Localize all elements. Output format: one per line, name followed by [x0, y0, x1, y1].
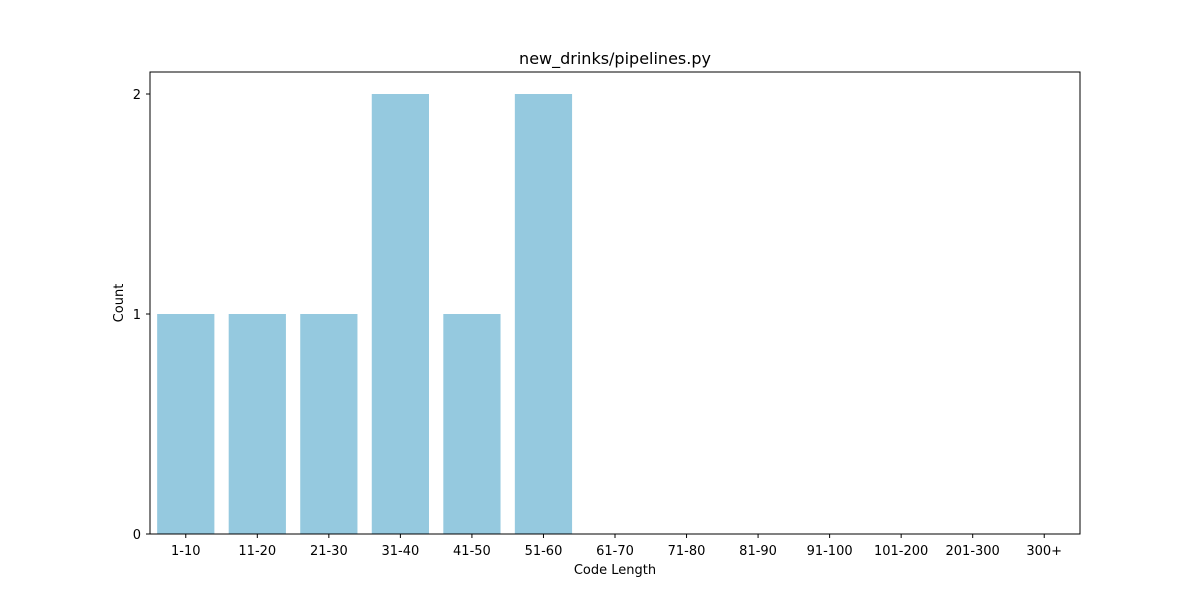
x-tick-label: 11-20	[238, 544, 276, 559]
bar-11-20	[228, 314, 286, 534]
x-tick-label: 21-30	[310, 544, 348, 559]
x-tick-label: 101-200	[874, 544, 928, 559]
x-tick-label: 41-50	[453, 544, 491, 559]
x-tick-label: 31-40	[381, 544, 419, 559]
bar-31-40	[371, 94, 429, 534]
bars-group	[157, 94, 573, 534]
x-tick-label: 71-80	[668, 544, 706, 559]
y-axis-label: Count	[112, 284, 127, 323]
bar-21-30	[300, 314, 358, 534]
y-axis-ticks: 0 1 2	[133, 88, 150, 543]
x-axis-label: Code Length	[574, 563, 656, 578]
x-tick-label: 300+	[1026, 544, 1062, 559]
y-tick-label: 0	[133, 528, 141, 543]
bar-1-10	[157, 314, 215, 534]
bar-41-50	[443, 314, 501, 534]
x-tick-label: 1-10	[171, 544, 201, 559]
x-tick-label: 201-300	[946, 544, 1000, 559]
y-tick-label: 1	[133, 308, 141, 323]
plot-frame	[149, 71, 1081, 535]
x-tick-label: 91-100	[807, 544, 853, 559]
x-tick-label: 51-60	[525, 544, 563, 559]
bar-51-60	[514, 94, 573, 534]
x-tick-label: 81-90	[739, 544, 777, 559]
x-tick-label: 61-70	[596, 544, 634, 559]
chart-title: new_drinks/pipelines.py	[519, 49, 711, 69]
y-tick-label: 2	[133, 88, 141, 103]
x-axis-ticks: 1-10 11-20 21-30 31-40 41-50 51-60 61-70 71-80 8…	[171, 534, 1062, 559]
